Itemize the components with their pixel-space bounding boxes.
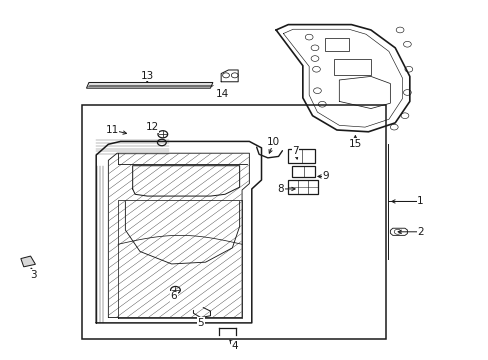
Bar	[287, 149, 314, 163]
Text: 5: 5	[197, 318, 203, 328]
Bar	[81, 105, 385, 339]
Text: 1: 1	[416, 197, 423, 206]
Text: 4: 4	[231, 341, 238, 351]
Bar	[324, 38, 348, 51]
Text: 10: 10	[266, 138, 280, 148]
Text: 7: 7	[292, 147, 298, 157]
Text: 11: 11	[105, 125, 119, 135]
Bar	[287, 180, 318, 194]
Text: 9: 9	[322, 171, 329, 181]
Text: 8: 8	[277, 184, 284, 194]
Text: 3: 3	[31, 270, 37, 280]
Bar	[291, 166, 315, 177]
Bar	[334, 59, 370, 75]
Text: 13: 13	[141, 71, 154, 81]
Polygon shape	[86, 82, 212, 88]
Text: 15: 15	[348, 139, 361, 149]
Text: 6: 6	[170, 291, 177, 301]
Polygon shape	[21, 256, 35, 267]
Text: 2: 2	[416, 227, 423, 237]
Text: 12: 12	[145, 122, 159, 132]
Text: 1: 1	[416, 197, 423, 206]
Text: 14: 14	[216, 89, 229, 99]
